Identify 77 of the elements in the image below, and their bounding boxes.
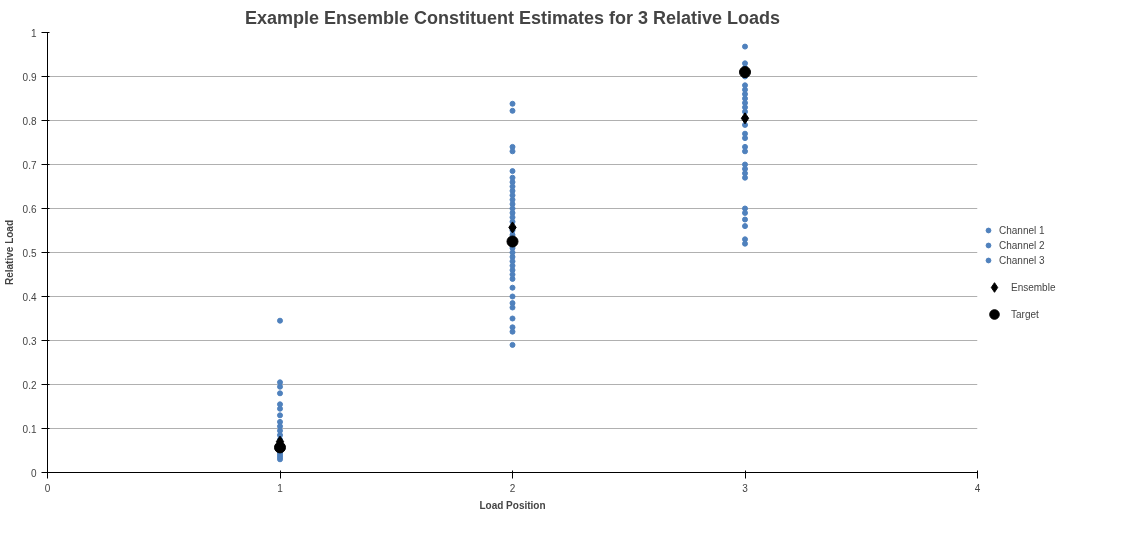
x-tick-label: 2 [509, 482, 516, 494]
point [509, 262, 516, 269]
point [742, 170, 748, 177]
y-axis-title: Relative Load [3, 219, 15, 286]
point [742, 223, 748, 230]
point [742, 240, 748, 247]
x-tick-label: 3 [742, 482, 749, 494]
point [740, 112, 750, 125]
point [277, 401, 283, 408]
point [277, 412, 283, 419]
y-tick-label: 0.3 [22, 335, 37, 347]
point [277, 390, 283, 397]
point [509, 293, 516, 300]
point [742, 205, 748, 212]
point [742, 121, 748, 128]
point [742, 104, 748, 111]
legend-label: Channel 2 [999, 239, 1045, 251]
y-tick-label: 0.9 [22, 71, 37, 83]
point [509, 315, 516, 322]
point [509, 107, 516, 114]
point [509, 209, 516, 216]
y-tick-label: 0.2 [22, 379, 37, 391]
point [277, 423, 283, 430]
point [509, 183, 516, 190]
y-tick-label: 0.8 [22, 115, 37, 127]
point [274, 441, 286, 454]
x-tick-label: 1 [277, 482, 284, 494]
point [277, 317, 283, 324]
point [742, 216, 748, 223]
point [509, 174, 516, 181]
point [509, 214, 516, 221]
point [742, 161, 748, 168]
point [509, 267, 516, 274]
point [742, 236, 748, 243]
chart-title: Example Ensemble Constituent Estimates for 3 Relative Loads [244, 7, 781, 28]
point [509, 275, 516, 282]
point [509, 168, 516, 175]
point [509, 304, 516, 311]
point [742, 43, 748, 50]
point [509, 249, 516, 256]
point [509, 148, 516, 155]
y-tick-label: 0.4 [22, 291, 37, 303]
point [509, 253, 516, 260]
point [509, 284, 516, 291]
x-axis-title: Load Position [479, 499, 546, 511]
point [742, 82, 748, 89]
point [509, 100, 516, 107]
legend-label: Target [1011, 307, 1039, 322]
y-tick-label: 0.7 [22, 159, 37, 171]
point [277, 405, 283, 412]
legend-label: Channel 3 [999, 254, 1045, 266]
y-tick-label: 1 [30, 27, 37, 39]
point [509, 143, 516, 150]
x-tick-label: 0 [44, 482, 51, 494]
point [277, 427, 283, 434]
point [277, 383, 283, 390]
point [509, 324, 516, 331]
point [506, 235, 519, 248]
point [742, 130, 748, 137]
point [509, 196, 516, 203]
point [742, 148, 748, 155]
x-tick-label: 4 [974, 482, 981, 494]
point [509, 328, 516, 335]
point [509, 341, 516, 348]
legend-label: Ensemble [1011, 280, 1056, 295]
point [742, 174, 748, 181]
point [509, 201, 516, 208]
y-tick-label: 0.6 [22, 203, 37, 215]
point [509, 300, 516, 307]
point [742, 86, 748, 93]
y-tick-label: 0 [30, 467, 37, 479]
point [742, 95, 748, 102]
legend-label: Channel 1 [999, 224, 1045, 236]
y-tick-label: 0.5 [22, 247, 37, 259]
point [277, 379, 283, 386]
y-tick-label: 0.1 [22, 423, 37, 435]
point [509, 187, 516, 194]
